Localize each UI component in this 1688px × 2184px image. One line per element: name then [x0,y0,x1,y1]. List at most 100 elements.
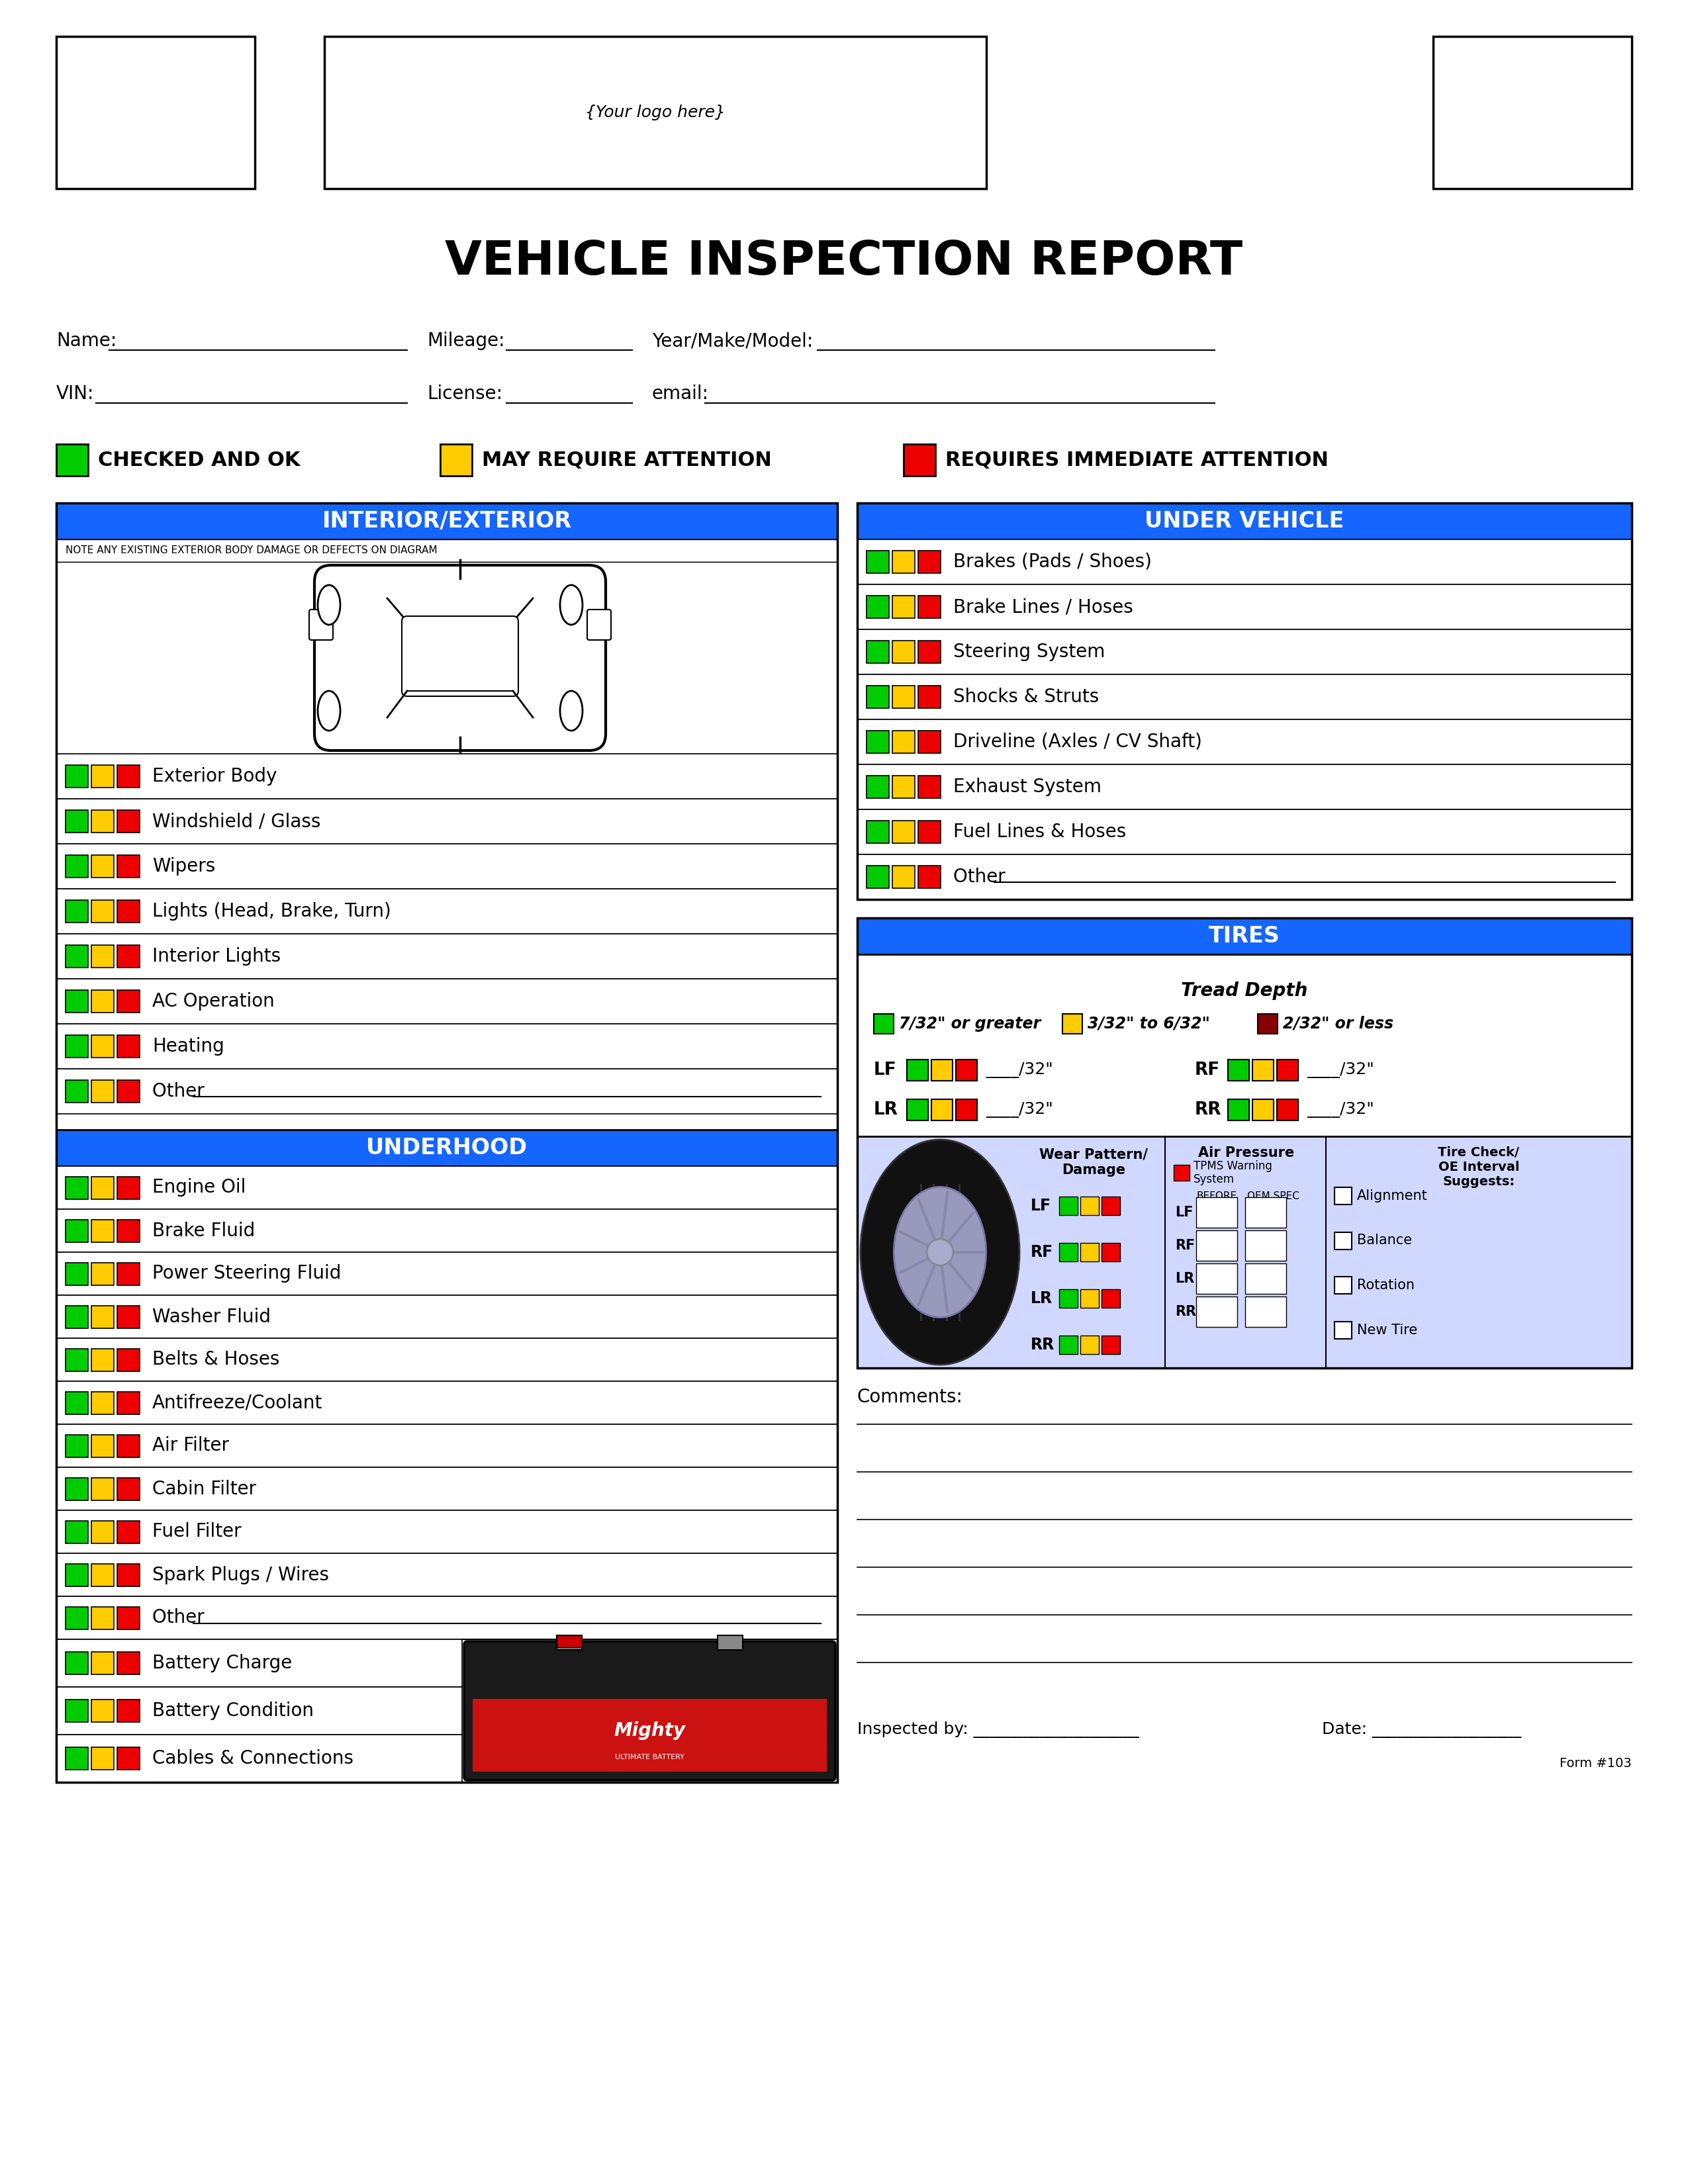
Text: Spark Plugs / Wires: Spark Plugs / Wires [152,1566,329,1583]
Text: LF: LF [874,1061,896,1079]
Ellipse shape [560,585,582,625]
Bar [56,978,837,1024]
Bar [893,640,915,664]
Bar [91,1035,113,1057]
Bar [1058,1337,1077,1354]
Bar [56,843,837,889]
Bar [56,502,837,1782]
Bar [91,1391,113,1413]
Text: LR: LR [1031,1291,1053,1306]
Bar [893,865,915,889]
Bar [918,596,940,618]
Text: Tread Depth: Tread Depth [1182,981,1308,1000]
Bar [893,732,915,753]
Text: LF: LF [1175,1206,1193,1219]
Bar [918,865,940,889]
Text: 7/32" or greater: 7/32" or greater [900,1016,1041,1031]
Ellipse shape [317,585,341,625]
Text: VIN:: VIN: [56,384,95,404]
Bar [91,1479,113,1500]
Bar [66,1177,88,1199]
Bar [66,1479,88,1500]
Bar [116,1035,140,1057]
Bar [1252,1099,1274,1120]
Bar [893,686,915,708]
Bar [1197,1297,1237,1328]
Bar [91,1306,113,1328]
Bar [91,946,113,968]
Bar [91,1699,113,1721]
Text: Lights (Head, Brake, Turn): Lights (Head, Brake, Turn) [152,902,392,922]
Bar [858,764,1632,810]
Text: Year/Make/Model:: Year/Make/Model: [652,332,814,349]
Bar [1173,1164,1190,1182]
Text: Fuel Filter: Fuel Filter [152,1522,241,1542]
Bar [91,1177,113,1199]
FancyBboxPatch shape [464,1642,836,1780]
Bar [1246,1297,1286,1328]
Bar [1102,1337,1121,1354]
Text: Interior Lights: Interior Lights [152,948,280,965]
Bar [116,1306,140,1328]
Bar [893,775,915,797]
Text: Name:: Name: [56,332,116,349]
Text: Form #103: Form #103 [1560,1756,1632,1769]
Bar [1197,1197,1237,1227]
Bar [858,502,1632,539]
Bar [116,764,140,788]
Bar [906,1059,928,1081]
Bar [56,1511,837,1553]
Text: Brakes (Pads / Shoes): Brakes (Pads / Shoes) [954,553,1151,572]
Bar [56,1339,837,1380]
Bar [56,1024,837,1068]
Text: 2/32" or less: 2/32" or less [1283,1016,1394,1031]
Bar [66,1607,88,1629]
Text: Cabin Filter: Cabin Filter [152,1479,257,1498]
Text: Cables & Connections: Cables & Connections [152,1749,353,1767]
Text: Tire Check/
OE Interval
Suggests:: Tire Check/ OE Interval Suggests: [1438,1147,1519,1188]
Text: CHECKED AND OK: CHECKED AND OK [98,450,300,470]
Bar [116,1435,140,1457]
Bar [1227,1099,1249,1120]
Bar [91,1219,113,1243]
Text: OEM SPEC: OEM SPEC [1247,1190,1300,1201]
Bar [56,1468,837,1511]
Bar [1080,1197,1099,1214]
Bar [56,1129,837,1166]
Bar [955,1099,977,1120]
Bar [91,1348,113,1372]
Bar [66,1391,88,1413]
Bar [56,1251,837,1295]
Bar [66,1699,88,1721]
Text: TPMS Warning
System: TPMS Warning System [1193,1160,1273,1186]
Text: Exhaust System: Exhaust System [954,778,1102,797]
Bar [858,502,1632,900]
FancyBboxPatch shape [402,616,518,697]
Text: Mileage:: Mileage: [427,332,505,349]
Bar [473,1699,827,1771]
Text: Fuel Lines & Hoses: Fuel Lines & Hoses [954,823,1126,841]
Bar [116,1219,140,1243]
Bar [1197,1230,1237,1260]
Bar [1227,1059,1249,1081]
Text: Other: Other [954,867,1011,887]
Bar [66,856,88,878]
Bar [66,1747,88,1769]
Bar [1246,1262,1286,1293]
Bar [1102,1243,1121,1262]
Bar [56,1210,837,1251]
Bar [91,1081,113,1103]
Bar [1080,1337,1099,1354]
Text: RF: RF [1175,1238,1195,1251]
Ellipse shape [895,1186,986,1317]
Bar [918,640,940,664]
Text: Washer Fluid: Washer Fluid [152,1308,270,1326]
Bar [116,989,140,1013]
Bar [56,935,837,978]
FancyBboxPatch shape [314,566,606,751]
Bar [91,1607,113,1629]
Bar [324,37,986,188]
Bar [1246,1230,1286,1260]
Bar [56,1424,837,1468]
Bar [893,821,915,843]
